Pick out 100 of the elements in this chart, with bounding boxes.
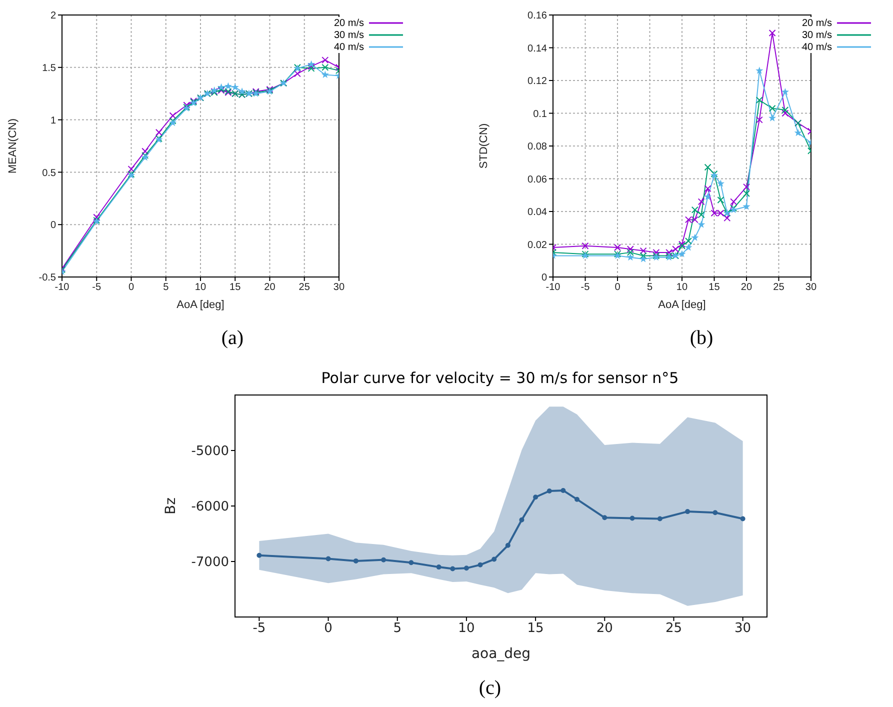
- point: [505, 542, 510, 548]
- x-tick-label: 15: [230, 282, 242, 294]
- x-axis-title: aoa_deg: [471, 646, 531, 662]
- point: [464, 566, 469, 571]
- y-tick-label: 0.12: [528, 76, 548, 88]
- y-tick-label: 0.04: [528, 207, 548, 218]
- point: [626, 246, 634, 253]
- point: [768, 30, 776, 37]
- x-tick-label: 25: [773, 282, 785, 294]
- point: [322, 64, 329, 71]
- y-tick-label: 1: [50, 115, 56, 126]
- point: [574, 496, 580, 502]
- point: [533, 494, 538, 500]
- x-tick-label: 15: [708, 282, 720, 294]
- point: [640, 252, 647, 260]
- point: [730, 198, 738, 206]
- point: [698, 198, 705, 206]
- text: (b): [688, 326, 714, 351]
- point: [155, 128, 162, 136]
- point: [519, 517, 524, 522]
- point: [231, 83, 239, 91]
- point: [684, 244, 692, 251]
- y-axis-title: STD(CN): [478, 123, 490, 169]
- point: [684, 237, 692, 244]
- text: (a): [220, 326, 245, 351]
- x-tick-label: -10: [546, 282, 561, 294]
- point: [492, 556, 497, 562]
- point: [782, 106, 789, 114]
- y-tick-label: 0.08: [528, 142, 548, 153]
- point: [322, 56, 329, 64]
- point: [436, 564, 442, 570]
- y-axis-title: MEAN(CN): [6, 118, 19, 174]
- y-tick-label: 0.1: [533, 108, 548, 120]
- point: [652, 248, 660, 256]
- point: [626, 253, 634, 261]
- point: [685, 509, 690, 514]
- x-tick-label: -5: [580, 282, 590, 294]
- point: [128, 166, 135, 173]
- chart-title: Polar curve for velocity = 30 m/s for sensor n°5: [320, 368, 680, 389]
- x-axis-title: AoA [deg]: [176, 299, 224, 311]
- point: [698, 211, 705, 218]
- legend-label: 40 m/s: [802, 42, 832, 52]
- x-tick-label: 5: [393, 621, 402, 636]
- x-tick-label: 10: [458, 621, 475, 636]
- point: [560, 488, 566, 493]
- y-tick-label: 1.5: [42, 62, 56, 74]
- point: [794, 128, 802, 136]
- y-tick-label: -5000: [191, 444, 229, 460]
- x-axis-title: AoA [deg]: [658, 299, 706, 311]
- point: [93, 214, 100, 221]
- y-tick-label: -0.5: [38, 272, 56, 284]
- point: [238, 88, 246, 95]
- x-tick-label: 30: [805, 282, 817, 294]
- point: [614, 244, 621, 252]
- point: [408, 560, 414, 566]
- y-tick-label: 0.14: [528, 43, 548, 54]
- point: [666, 248, 673, 256]
- point: [478, 562, 483, 568]
- point: [639, 254, 648, 262]
- point: [742, 202, 750, 210]
- x-tick-label: 15: [527, 621, 544, 636]
- point: [256, 552, 262, 558]
- x-tick-label: 25: [298, 282, 310, 294]
- point: [582, 242, 589, 250]
- y-tick-label: -7000: [191, 555, 229, 570]
- point: [307, 60, 316, 68]
- point: [704, 185, 712, 192]
- point: [626, 248, 634, 256]
- point: [717, 196, 724, 204]
- x-tick-label: 10: [676, 282, 688, 294]
- point: [678, 250, 686, 258]
- x-tick-label: 0: [128, 282, 134, 294]
- point: [657, 516, 662, 522]
- point: [704, 164, 712, 171]
- point: [768, 114, 776, 122]
- point: [353, 558, 358, 564]
- point: [724, 214, 731, 222]
- y-tick-label: 0.16: [528, 10, 548, 22]
- legend-label: 30 m/s: [802, 30, 832, 40]
- y-tick-label: 0.02: [528, 240, 548, 251]
- x-tick-label: 20: [596, 621, 613, 636]
- point: [169, 112, 176, 120]
- text: (c): [478, 676, 502, 701]
- point: [704, 192, 712, 200]
- point: [691, 234, 699, 241]
- x-tick-label: -5: [252, 621, 266, 636]
- point: [756, 116, 763, 124]
- y-tick-label: 0.5: [42, 168, 56, 179]
- point: [381, 557, 386, 562]
- x-tick-label: -5: [92, 282, 102, 294]
- x-tick-label: 25: [665, 621, 682, 636]
- x-tick-label: 5: [163, 282, 170, 294]
- point: [321, 70, 329, 78]
- point: [326, 556, 331, 562]
- point: [716, 180, 724, 187]
- x-tick-label: 20: [264, 282, 276, 294]
- point: [224, 82, 232, 90]
- y-tick-label: 2: [50, 10, 56, 22]
- point: [742, 183, 750, 190]
- point: [672, 246, 680, 253]
